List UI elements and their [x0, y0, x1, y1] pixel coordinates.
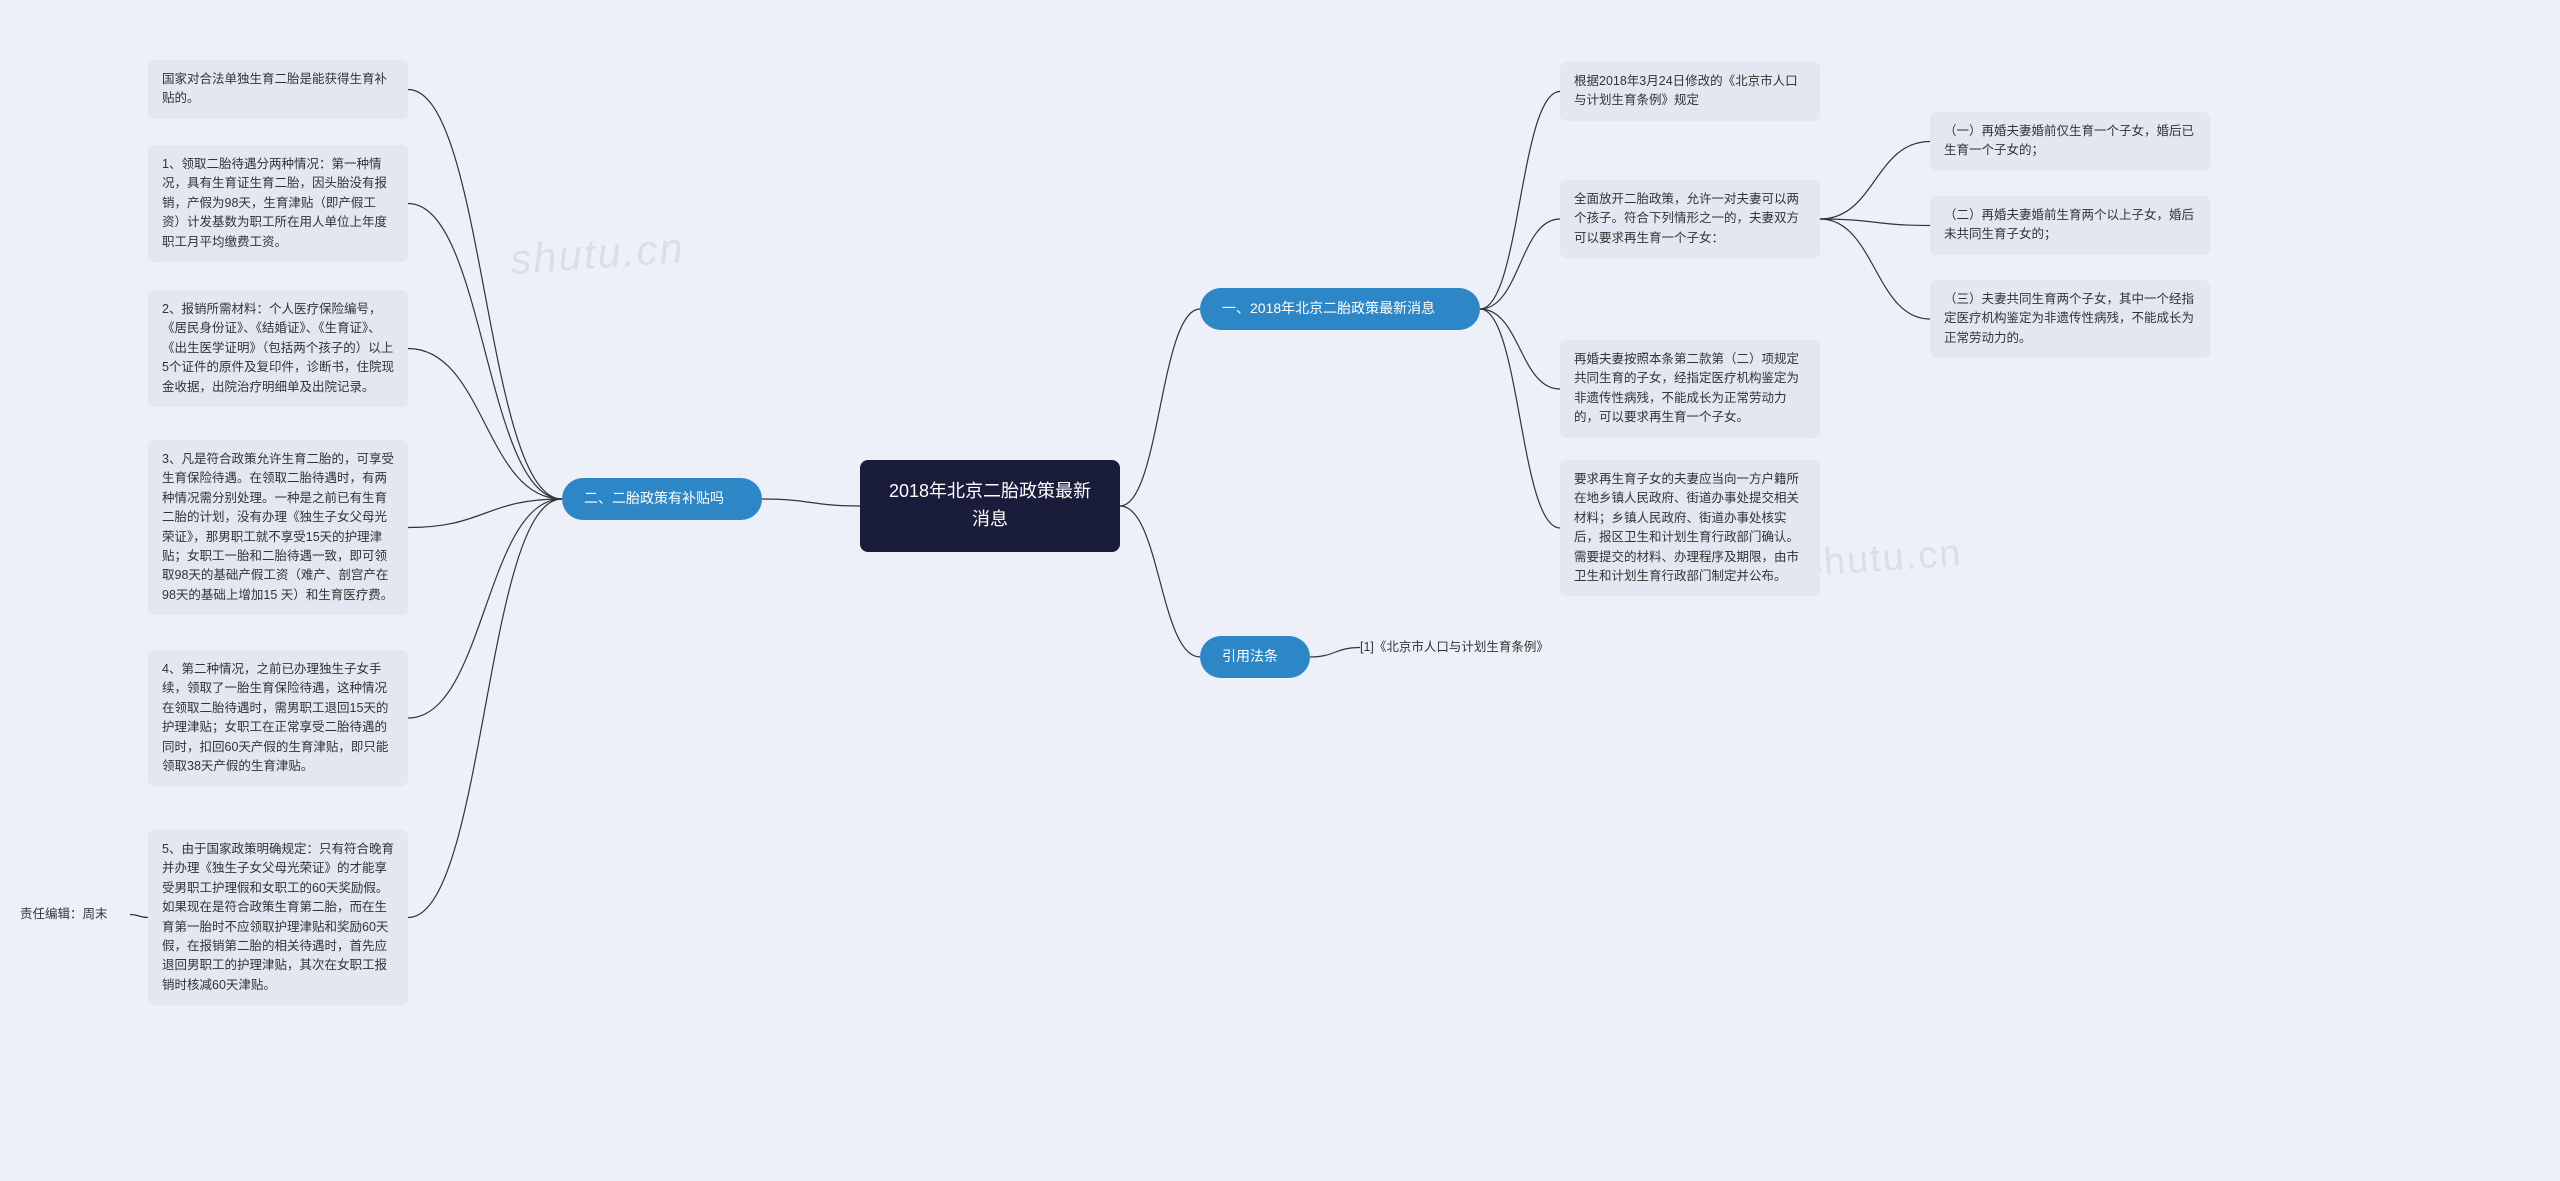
leaf-right-0-1-0-label: （一）再婚夫妻婚前仅生育一个子女，婚后已生育一个子女的；	[1944, 124, 2194, 157]
root-label: 2018年北京二胎政策最新 消息	[889, 481, 1091, 529]
leaf-right-0-1[interactable]: 全面放开二胎政策，允许一对夫妻可以两个孩子。符合下列情形之一的，夫妻双方可以要求…	[1560, 180, 1820, 258]
leaf-right-0-0[interactable]: 根据2018年3月24日修改的《北京市人口与计划生育条例》规定	[1560, 62, 1820, 121]
leaf-right-0-1-1[interactable]: （二）再婚夫妻婚前生育两个以上子女，婚后未共同生育子女的；	[1930, 196, 2210, 255]
leaf-right-0-2[interactable]: 再婚夫妻按照本条第二款第（二）项规定共同生育的子女，经指定医疗机构鉴定为非遗传性…	[1560, 340, 1820, 438]
leaf-right-0-1-1-label: （二）再婚夫妻婚前生育两个以上子女，婚后未共同生育子女的；	[1944, 208, 2194, 241]
leaf-left-0-0[interactable]: 国家对合法单独生育二胎是能获得生育补贴的。	[148, 60, 408, 119]
leaf-right-0-0-label: 根据2018年3月24日修改的《北京市人口与计划生育条例》规定	[1574, 74, 1798, 107]
leaf-left-0-4-label: 4、第二种情况，之前已办理独生子女手续，领取了一胎生育保险待遇，这种情况在领取二…	[162, 662, 388, 773]
leaf-right-1-0-label: [1]《北京市人口与计划生育条例》	[1360, 640, 1549, 654]
leaf-right-0-2-label: 再婚夫妻按照本条第二款第（二）项规定共同生育的子女，经指定医疗机构鉴定为非遗传性…	[1574, 352, 1799, 424]
leaf-left-0-2[interactable]: 2、报销所需材料：个人医疗保险编号，《居民身份证》、《结婚证》、《生育证》、《出…	[148, 290, 408, 407]
leaf-left-0-5-0[interactable]: 责任编辑：周末	[20, 905, 130, 924]
leaf-left-0-0-label: 国家对合法单独生育二胎是能获得生育补贴的。	[162, 72, 387, 105]
branch-right-0-label: 一、2018年北京二胎政策最新消息	[1222, 300, 1435, 316]
branch-left-0[interactable]: 二、二胎政策有补贴吗	[562, 478, 762, 520]
branch-right-1-label: 引用法条	[1222, 648, 1278, 664]
leaf-left-0-1[interactable]: 1、领取二胎待遇分两种情况：第一种情况，具有生育证生育二胎，因头胎没有报销，产假…	[148, 145, 408, 262]
watermark-1: shutu.cn	[509, 224, 687, 284]
leaf-left-0-3-label: 3、凡是符合政策允许生育二胎的，可享受生育保险待遇。在领取二胎待遇时，有两种情况…	[162, 452, 394, 602]
branch-right-0[interactable]: 一、2018年北京二胎政策最新消息	[1200, 288, 1480, 330]
leaf-right-0-1-2-label: （三）夫妻共同生育两个子女，其中一个经指定医疗机构鉴定为非遗传性病残，不能成长为…	[1944, 292, 2194, 345]
leaf-left-0-4[interactable]: 4、第二种情况，之前已办理独生子女手续，领取了一胎生育保险待遇，这种情况在领取二…	[148, 650, 408, 786]
leaf-left-0-5-label: 5、由于国家政策明确规定：只有符合晚育并办理《独生子女父母光荣证》的才能享受男职…	[162, 842, 394, 992]
leaf-left-0-3[interactable]: 3、凡是符合政策允许生育二胎的，可享受生育保险待遇。在领取二胎待遇时，有两种情况…	[148, 440, 408, 615]
leaf-left-0-5-0-label: 责任编辑：周末	[20, 907, 108, 921]
root-node[interactable]: 2018年北京二胎政策最新 消息	[860, 460, 1120, 552]
branch-left-0-label: 二、二胎政策有补贴吗	[584, 490, 724, 506]
leaf-right-0-1-2[interactable]: （三）夫妻共同生育两个子女，其中一个经指定医疗机构鉴定为非遗传性病残，不能成长为…	[1930, 280, 2210, 358]
leaf-right-0-1-0[interactable]: （一）再婚夫妻婚前仅生育一个子女，婚后已生育一个子女的；	[1930, 112, 2210, 171]
leaf-right-0-3[interactable]: 要求再生育子女的夫妻应当向一方户籍所在地乡镇人民政府、街道办事处提交相关材料；乡…	[1560, 460, 1820, 596]
leaf-right-0-1-label: 全面放开二胎政策，允许一对夫妻可以两个孩子。符合下列情形之一的，夫妻双方可以要求…	[1574, 192, 1799, 245]
leaf-left-0-5[interactable]: 5、由于国家政策明确规定：只有符合晚育并办理《独生子女父母光荣证》的才能享受男职…	[148, 830, 408, 1005]
leaf-right-0-3-label: 要求再生育子女的夫妻应当向一方户籍所在地乡镇人民政府、街道办事处提交相关材料；乡…	[1574, 472, 1799, 583]
leaf-right-1-0[interactable]: [1]《北京市人口与计划生育条例》	[1360, 638, 1590, 657]
leaf-left-0-2-label: 2、报销所需材料：个人医疗保险编号，《居民身份证》、《结婚证》、《生育证》、《出…	[162, 302, 394, 394]
mindmap-canvas: shutu.cn 树图 shutu.cn 2018年北京二胎政策最新 消息 一、…	[0, 0, 2560, 1181]
leaf-left-0-1-label: 1、领取二胎待遇分两种情况：第一种情况，具有生育证生育二胎，因头胎没有报销，产假…	[162, 157, 387, 249]
branch-right-1[interactable]: 引用法条	[1200, 636, 1310, 678]
